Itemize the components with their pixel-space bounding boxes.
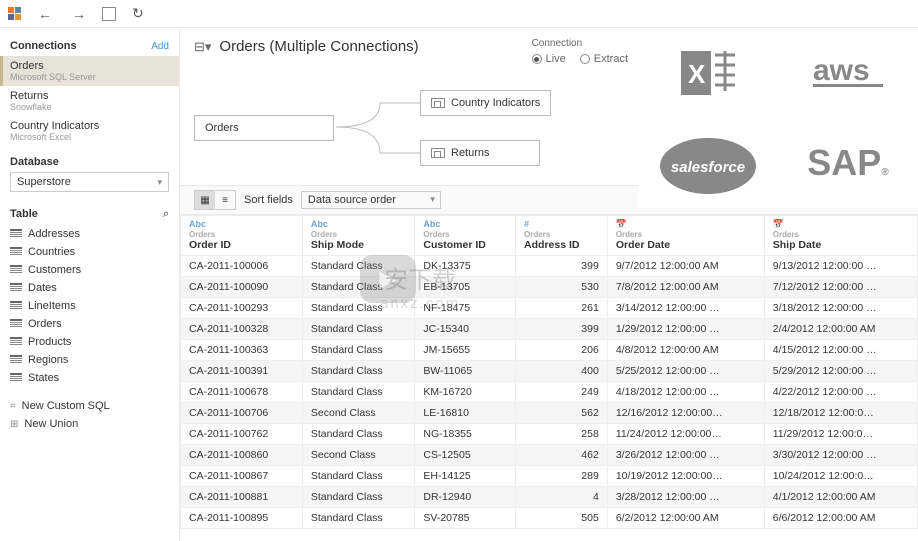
column-header[interactable]: Order Date [607,239,764,256]
excel-icon: X [673,43,743,103]
union-icon: ⊞ [10,419,18,430]
table-section-label: Table [10,208,38,221]
table-item[interactable]: States [0,369,179,387]
column-header[interactable]: Customer ID [415,239,516,256]
radio-extract[interactable]: Extract [580,53,628,65]
table-row[interactable]: CA-2011-100867Standard ClassEH-141252891… [181,466,918,487]
table-icon [10,283,22,293]
table-icon [10,265,22,275]
column-header[interactable]: Order ID [181,239,303,256]
column-type: 📅Orders [607,216,764,240]
radio-live[interactable]: Live [532,53,566,65]
table-icon [10,229,22,239]
table-row[interactable]: CA-2011-100328Standard ClassJC-153403991… [181,319,918,340]
add-connection-link[interactable]: Add [151,41,169,52]
column-type: AbcOrders [302,216,415,240]
database-label: Database [0,146,179,172]
connection-item[interactable]: Country IndicatorsMicrosoft Excel [0,116,179,146]
canvas-node-country[interactable]: Country Indicators [420,90,551,116]
table-item[interactable]: Countries [0,243,179,261]
back-button[interactable]: ← [34,4,56,24]
svg-text:X: X [688,59,706,89]
svg-text:salesforce: salesforce [671,159,745,176]
table-row[interactable]: CA-2011-100762Standard ClassNG-183552581… [181,424,918,445]
top-toolbar: ← → ↻ [0,0,918,28]
table-row[interactable]: CA-2011-100006Standard ClassDK-133753999… [181,256,918,277]
column-type: 📅Orders [764,216,917,240]
connections-label: Connections [10,40,77,52]
new-union[interactable]: ⊞ New Union [0,415,179,433]
column-type: AbcOrders [181,216,303,240]
table-icon [10,373,22,383]
view-toggle: ▦ ≡ [194,190,236,210]
refresh-button[interactable]: ↻ [128,3,148,24]
save-icon[interactable] [102,7,116,21]
table-item[interactable]: Addresses [0,225,179,243]
database-select[interactable]: Superstore▾ [10,172,169,192]
column-header[interactable]: Ship Mode [302,239,415,256]
table-row[interactable]: CA-2011-100678Standard ClassKM-167202494… [181,382,918,403]
connection-item[interactable]: ReturnsSnowflake [0,86,179,116]
sort-label: Sort fields [244,194,293,206]
forward-button[interactable]: → [68,4,90,24]
brand-panel: X aws salesforce SAP® [638,28,918,208]
canvas-node-returns[interactable]: Returns [420,140,540,166]
table-item[interactable]: Regions [0,351,179,369]
column-type: AbcOrders [415,216,516,240]
table-item[interactable]: Products [0,333,179,351]
sidebar: Connections Add OrdersMicrosoft SQL Serv… [0,28,180,541]
column-type: #Orders [516,216,608,240]
table-row[interactable]: CA-2011-100895Standard ClassSV-207855056… [181,508,918,529]
sap-icon: SAP® [807,142,888,184]
salesforce-icon: salesforce [653,128,763,198]
table-icon [10,337,22,347]
page-title: Orders (Multiple Connections) [219,38,418,55]
search-icon[interactable]: ⌕ [163,208,169,221]
table-item[interactable]: Orders [0,315,179,333]
table-icon [10,355,22,365]
sort-select[interactable]: Data source order [301,191,441,209]
connection-mode: Connection Live Extract [532,38,628,65]
list-view-button[interactable]: ≡ [215,191,235,209]
column-header[interactable]: Address ID [516,239,608,256]
join-icon [431,148,445,158]
table-row[interactable]: CA-2011-100391Standard ClassBW-110654005… [181,361,918,382]
grid-view-button[interactable]: ▦ [195,191,215,209]
canvas-node-orders[interactable]: Orders [194,115,334,141]
connection-item[interactable]: OrdersMicrosoft SQL Server [0,56,179,86]
table-item[interactable]: Customers [0,261,179,279]
data-grid[interactable]: AbcOrdersAbcOrdersAbcOrders#Orders📅Order… [180,215,918,541]
table-row[interactable]: CA-2011-100363Standard ClassJM-156552064… [181,340,918,361]
sql-icon: ⌗ [10,401,16,412]
table-row[interactable]: CA-2011-100293Standard ClassNF-184752613… [181,298,918,319]
table-row[interactable]: CA-2011-100860Second ClassCS-125054623/2… [181,445,918,466]
column-header[interactable]: Ship Date [764,239,917,256]
app-logo-icon [8,7,22,21]
table-row[interactable]: CA-2011-100090Standard ClassEB-137055307… [181,277,918,298]
table-icon [10,247,22,257]
datasource-icon: ⊟▾ [194,39,211,55]
table-row[interactable]: CA-2011-100706Second ClassLE-1681056212/… [181,403,918,424]
table-icon [10,319,22,329]
table-item[interactable]: LineItems [0,297,179,315]
table-icon [10,301,22,311]
aws-icon: aws [813,54,883,92]
new-custom-sql[interactable]: ⌗ New Custom SQL [0,397,179,415]
join-icon [431,98,445,108]
table-item[interactable]: Dates [0,279,179,297]
table-row[interactable]: CA-2011-100881Standard ClassDR-1294043/2… [181,487,918,508]
